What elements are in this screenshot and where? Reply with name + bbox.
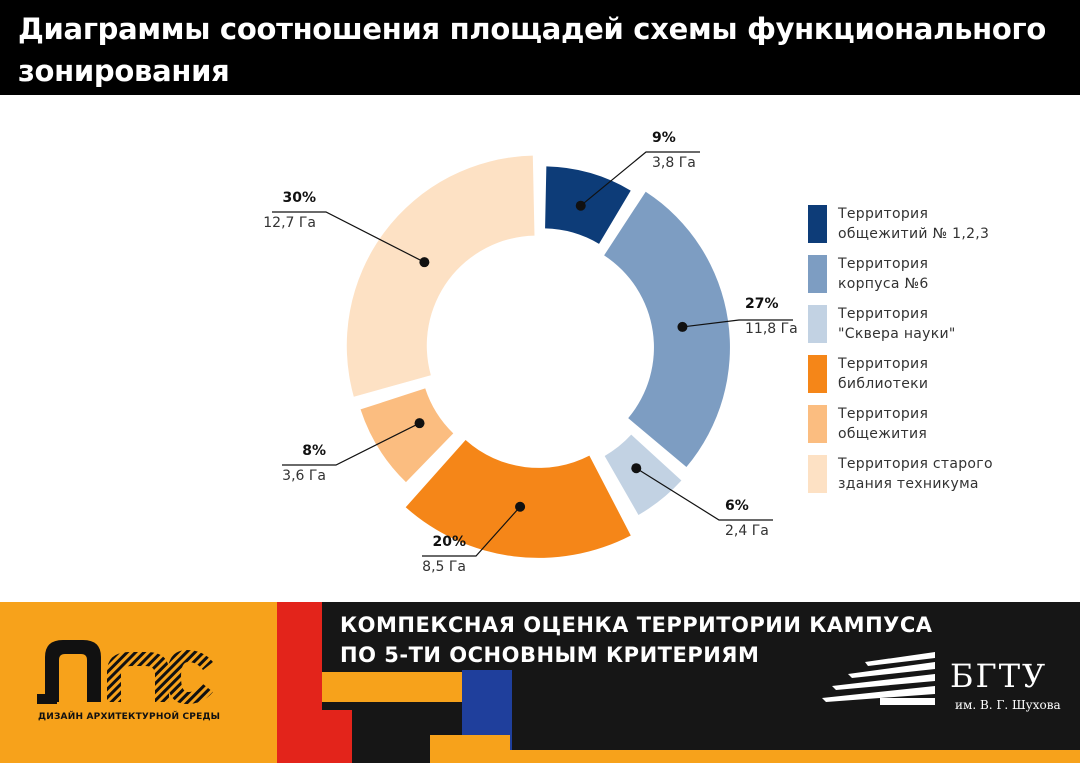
legend-label-line: "Сквера науки" [838,326,956,342]
page-title: Диаграммы соотношения площадей схемы фун… [18,12,1046,88]
legend-swatch [808,405,827,443]
footer-red-stripe [277,602,322,763]
legend-label-line: корпуса №6 [838,276,929,292]
pie-slice [604,434,682,515]
data-label-area: 2,4 Га [725,523,769,539]
leader-line [682,319,793,328]
data-label-area: 8,5 Га [422,559,466,575]
dizain-logo-icon [37,640,213,704]
leader-line [422,506,521,557]
leader-line [272,211,425,263]
footer-orange-small-block [430,735,510,763]
bgtu-logo-icon [822,652,935,705]
legend-label: Территория старого здания техникума [838,454,1038,494]
legend-label: Территория "Сквера науки" [838,304,1038,344]
data-label-percent: 9% [652,130,676,146]
footer-slogan: КОМПЕКСНАЯ ОЦЕНКА ТЕРРИТОРИИ КАМПУСА ПО … [340,610,940,670]
legend-label-line: Территория [838,406,929,422]
legend-swatch [808,305,827,343]
legend-label-line: общежитий № 1,2,3 [838,226,990,242]
leader-line [282,422,420,466]
legend-swatch [808,355,827,393]
pie-slice [346,155,535,397]
data-label-percent: 6% [725,498,749,514]
legend-label-line: общежития [838,426,928,442]
legend-label-line: библиотеки [838,376,929,392]
legend-label-line: Территория [838,206,929,222]
pie-slice [405,440,631,558]
legend-swatch [808,455,827,493]
pie-slice [604,191,730,468]
pie-slice [545,166,631,244]
footer-red-block [322,710,352,763]
legend-label: Территория общежитий № 1,2,3 [838,204,1038,244]
legend-label: Территория общежития [838,404,1038,444]
legend-label: Территория корпуса №6 [838,254,1038,294]
legend-swatch [808,205,827,243]
left-logo-text: ДИЗАЙН АРХИТЕКТУРНОЙ СРЕДЫ [38,712,221,722]
legend-swatch [808,255,827,293]
slogan-line-1: КОМПЕКСНАЯ ОЦЕНКА ТЕРРИТОРИИ КАМПУСА [340,613,933,637]
donut-chart: 9% 3,8 Га 27% 11,8 Га 6% 2,4 Га 20% 8,5 Га 8% 3,6… [263,130,798,575]
bgtu-name: БГТУ [950,657,1048,695]
footer-banner: ДИЗАЙН АРХИТЕКТУРНОЙ СРЕДЫ КОМПЕКСНАЯ ОЦ… [0,602,1080,763]
data-label-area: 11,8 Га [745,321,798,337]
legend-label-line: Территория старого [838,456,993,472]
legend-label-line: Территория [838,256,929,272]
header-bar: Диаграммы соотношения площадей схемы фун… [0,0,1080,95]
legend-label-line: Территория [838,306,929,322]
data-label-area: 12,7 Га [263,215,316,231]
pie-slice [360,388,454,483]
data-label-area: 3,6 Га [282,468,326,484]
legend-label: Территория библиотеки [838,354,1038,394]
leader-line [635,467,773,521]
data-label-percent: 8% [302,443,326,459]
bgtu-subtitle: им. В. Г. Шухова [955,698,1061,712]
data-label-area: 3,8 Га [652,155,696,171]
legend-label-line: Территория [838,356,929,372]
slogan-line-2: ПО 5-ТИ ОСНОВНЫМ КРИТЕРИЯМ [340,643,760,667]
footer-orange-line [510,750,1080,763]
footer-orange-block [322,672,462,702]
data-label-percent: 27% [745,296,779,312]
leader-line [580,151,700,207]
legend-label-line: здания техникума [838,476,979,492]
data-label-percent: 30% [282,190,316,206]
data-label-percent: 20% [432,534,466,550]
